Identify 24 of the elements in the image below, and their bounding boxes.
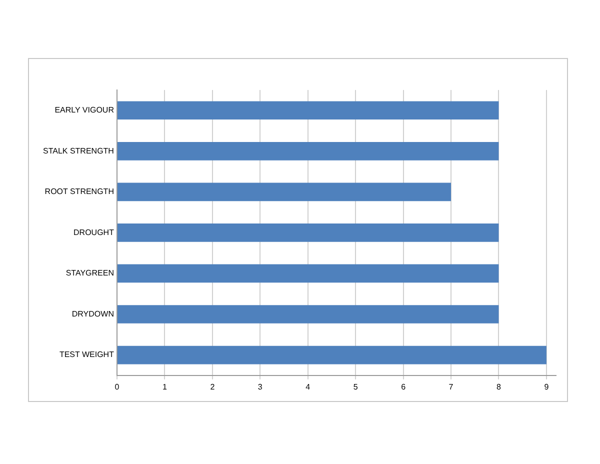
bar: [117, 305, 499, 324]
x-tick-label: 1: [162, 382, 168, 392]
x-tick-label: 0: [114, 382, 120, 392]
x-tick-label: 8: [496, 382, 502, 392]
bar: [117, 224, 499, 242]
y-tick-label: DROUGHT: [74, 228, 114, 237]
bar: [117, 142, 499, 160]
y-tick-label: STAYGREEN: [66, 268, 114, 278]
x-tick-label: 3: [258, 382, 263, 392]
y-tick-label: ROOT STRENGTH: [44, 187, 114, 196]
x-tick-label: 5: [353, 382, 358, 392]
x-tick-label: 7: [448, 382, 454, 392]
bar: [117, 346, 546, 364]
bar: [117, 101, 499, 120]
x-tick-label: 4: [306, 382, 311, 392]
x-tick-label: 9: [544, 382, 550, 392]
bar: [117, 264, 499, 283]
x-tick-label: 6: [401, 382, 406, 392]
x-tick-label: 2: [210, 382, 216, 392]
bar: [117, 182, 452, 202]
y-tick-label: STALK STRENGTH: [42, 146, 114, 156]
y-tick-label: EARLY VIGOUR: [54, 106, 114, 115]
y-tick-label: TEST WEIGHT: [59, 350, 114, 360]
y-tick-label: DRYDOWN: [72, 309, 114, 318]
